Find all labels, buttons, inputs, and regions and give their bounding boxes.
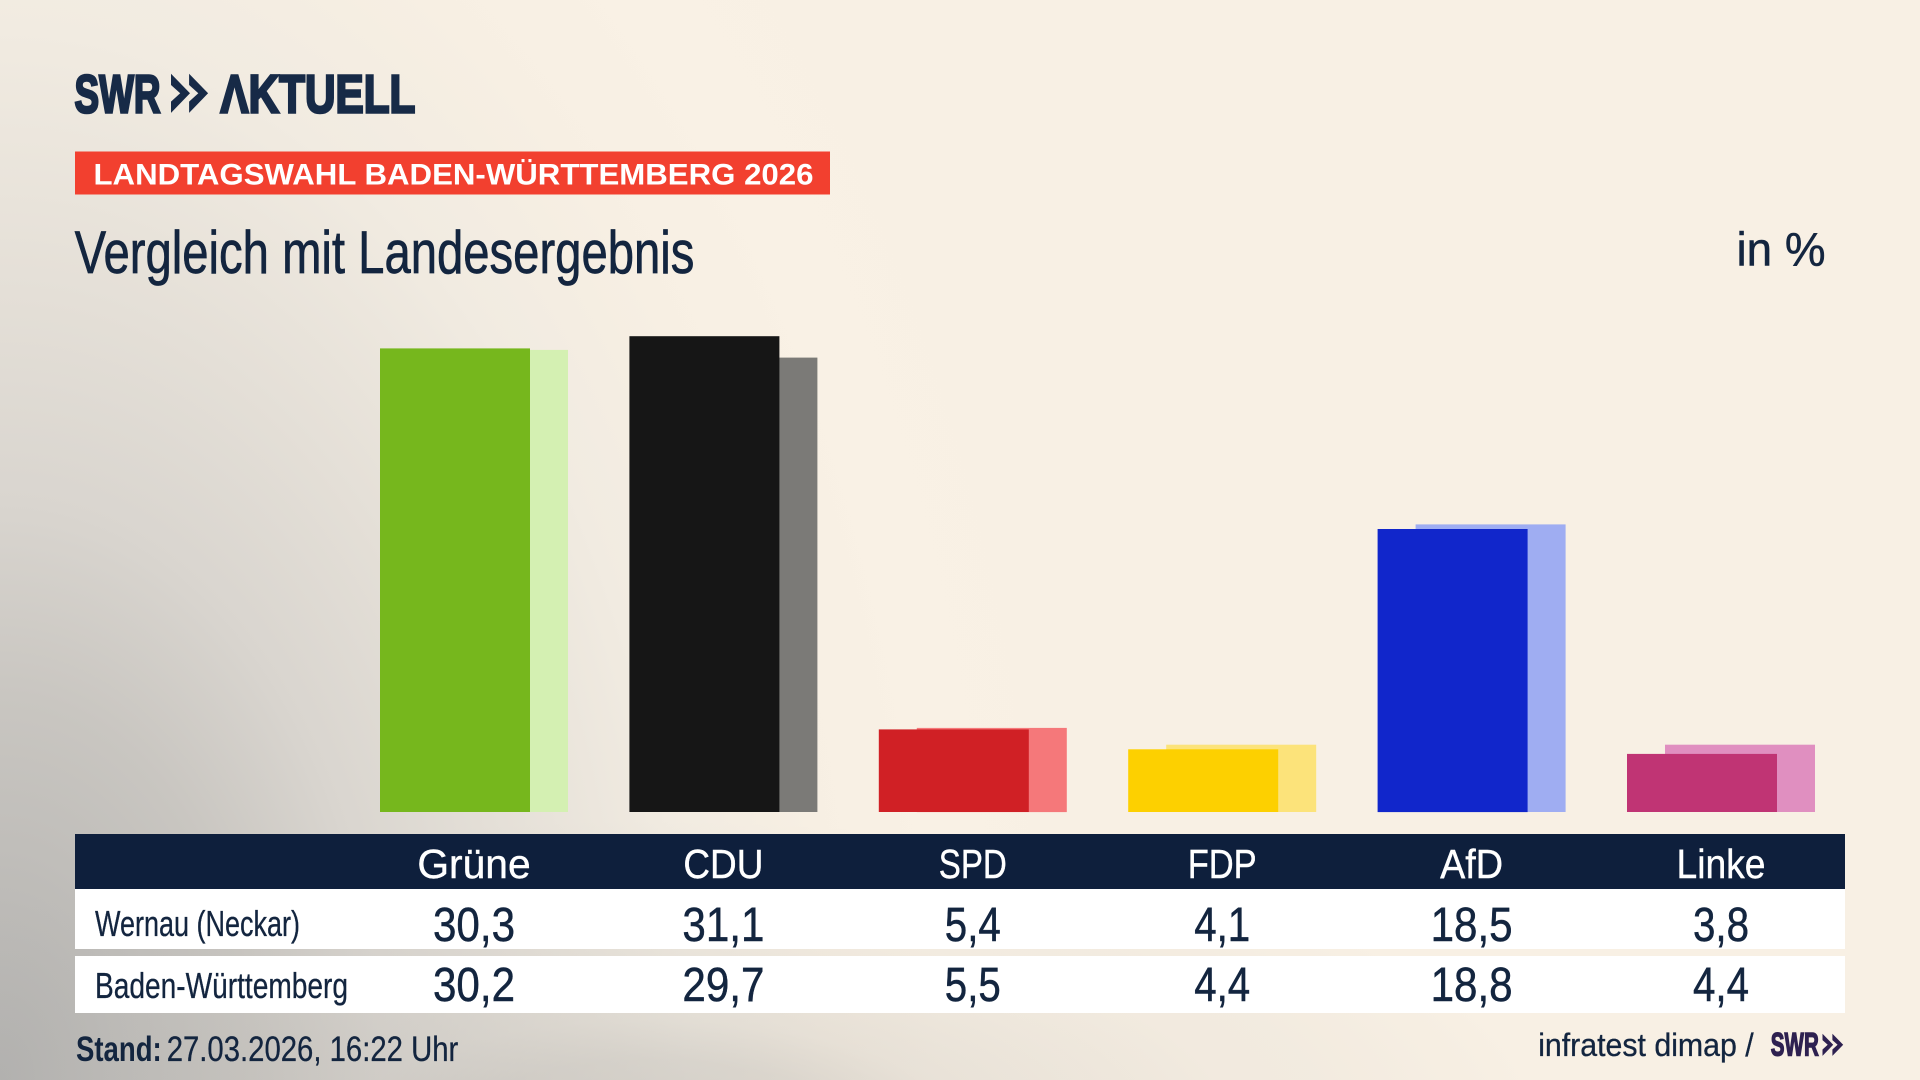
svg-text:ΛKTUELL: ΛKTUELL [220,66,415,125]
svg-text:Stand:: Stand: [76,1030,162,1069]
svg-text:in %: in % [1737,222,1826,275]
svg-text:AfD: AfD [1440,841,1503,887]
svg-text:5,5: 5,5 [945,959,1001,1012]
svg-text:3,8: 3,8 [1693,899,1749,952]
svg-text:SWR: SWR [1771,1027,1819,1063]
svg-text:29,7: 29,7 [682,959,764,1012]
svg-text:4,1: 4,1 [1194,899,1250,952]
svg-text:30,3: 30,3 [433,899,515,952]
svg-text:4,4: 4,4 [1194,959,1250,1012]
svg-text:Grüne: Grüne [417,841,530,887]
svg-text:31,1: 31,1 [682,899,764,952]
svg-text:FDP: FDP [1188,841,1257,887]
svg-text:Baden-Württemberg: Baden-Württemberg [95,965,348,1006]
svg-text:LANDTAGSWAHL BADEN-WÜRTTEMBERG: LANDTAGSWAHL BADEN-WÜRTTEMBERG 2026 [94,159,814,192]
svg-text:SPD: SPD [939,841,1007,887]
svg-text:18,8: 18,8 [1431,959,1513,1012]
svg-text:4,4: 4,4 [1693,959,1749,1012]
svg-text:Linke: Linke [1677,841,1766,887]
svg-text:5,4: 5,4 [945,899,1001,952]
svg-text:18,5: 18,5 [1431,899,1513,952]
svg-text:infratest dimap /: infratest dimap / [1538,1027,1754,1063]
svg-text:SWR: SWR [75,66,161,125]
svg-text:CDU: CDU [683,841,763,887]
svg-text:Vergleich mit Landesergebnis: Vergleich mit Landesergebnis [75,219,695,286]
svg-text:30,2: 30,2 [433,959,515,1012]
svg-text:Wernau (Neckar): Wernau (Neckar) [95,903,300,944]
svg-text:27.03.2026, 16:22 Uhr: 27.03.2026, 16:22 Uhr [167,1030,459,1069]
